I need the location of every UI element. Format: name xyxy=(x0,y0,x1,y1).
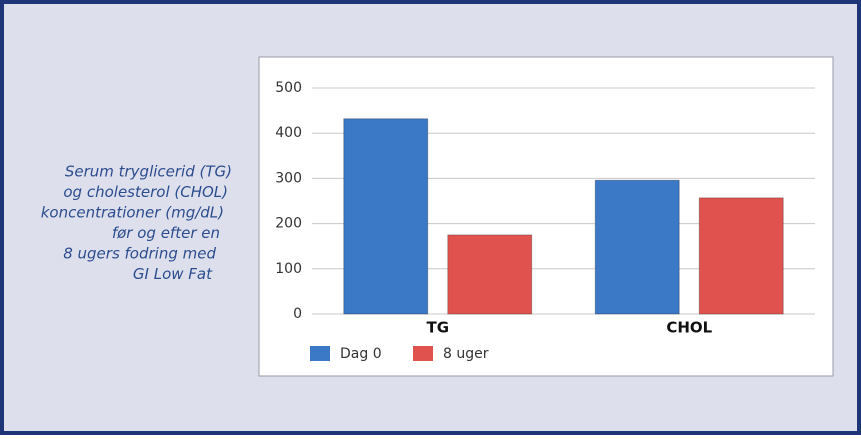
y-tick-label: 200 xyxy=(275,216,302,232)
x-tick-label: CHOL xyxy=(666,319,712,337)
legend-swatch xyxy=(413,346,433,361)
caption-line: koncentrationer (mg/dL) xyxy=(41,204,224,222)
legend-label: Dag 0 xyxy=(340,346,382,362)
y-tick-label: 400 xyxy=(275,125,302,141)
caption-line: før og efter en xyxy=(112,224,220,242)
x-tick-label: TG xyxy=(426,319,449,337)
bar xyxy=(594,179,680,315)
y-tick-label: 100 xyxy=(275,261,302,277)
y-tick-label: 500 xyxy=(275,80,302,96)
y-tick-label: 300 xyxy=(275,170,302,186)
legend-swatch xyxy=(310,346,330,361)
caption-line: og cholesterol (CHOL) xyxy=(63,183,228,201)
caption-line: GI Low Fat xyxy=(133,265,213,283)
caption-line: 8 ugers fodring med xyxy=(63,245,216,263)
bar xyxy=(698,197,784,315)
bar xyxy=(343,118,429,315)
caption-line: Serum tryglicerid (TG) xyxy=(65,163,232,181)
bar xyxy=(447,234,533,315)
legend-label: 8 uger xyxy=(443,346,489,362)
y-tick-label: 0 xyxy=(293,306,302,322)
